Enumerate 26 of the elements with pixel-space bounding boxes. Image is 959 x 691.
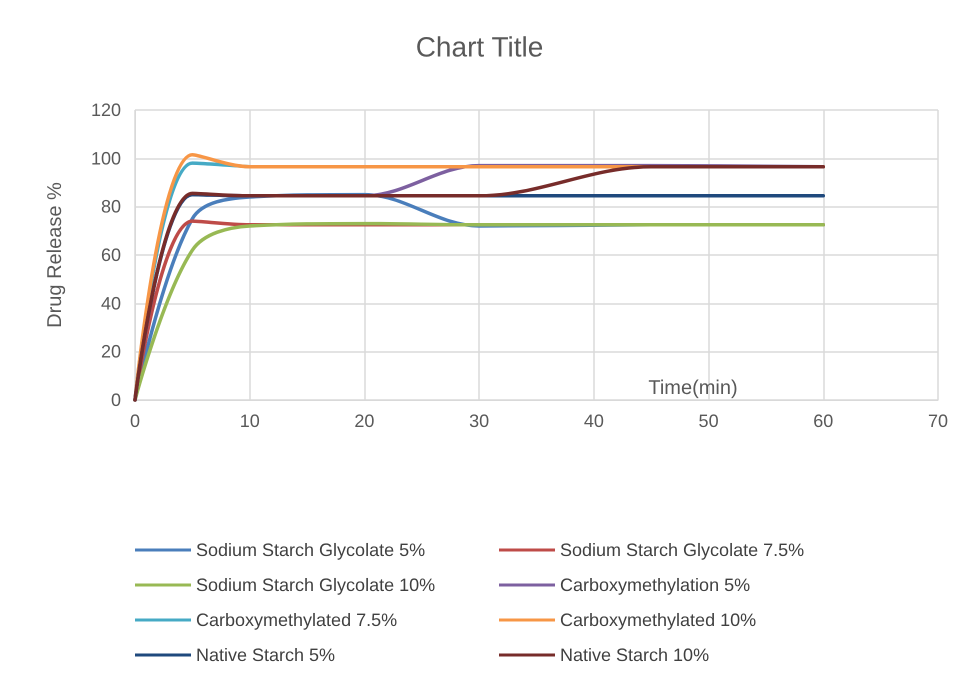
legend-label: Sodium Starch Glycolate 7.5% xyxy=(560,540,804,560)
y-tick-label: 120 xyxy=(90,100,121,120)
legend-label: Sodium Starch Glycolate 10% xyxy=(196,575,436,595)
x-tick-label: 0 xyxy=(130,411,140,431)
legend-label: Native Starch 10% xyxy=(560,645,710,665)
legend-label: Native Starch 5% xyxy=(196,645,336,665)
x-tick-label: 10 xyxy=(240,411,260,431)
y-tick-label: 60 xyxy=(100,245,121,265)
y-tick-label: 80 xyxy=(100,196,121,217)
x-tick-label: 20 xyxy=(354,411,374,431)
x-tick-label: 30 xyxy=(469,411,490,431)
x-tick-label: 50 xyxy=(698,411,719,431)
x-tick-label: 60 xyxy=(813,411,834,431)
legend-label: Carboxymethylated 7.5% xyxy=(196,610,398,630)
y-tick-label: 100 xyxy=(90,148,121,168)
y-tick-label: 40 xyxy=(100,293,121,314)
chart-title: Chart Title xyxy=(416,32,544,62)
x-tick-label: 70 xyxy=(928,411,948,431)
y-tick-label: 20 xyxy=(100,342,121,362)
y-axis-title: Drug Release % xyxy=(44,182,66,328)
legend-label: Carboxymethylation 5% xyxy=(560,575,750,595)
x-tick-label: 40 xyxy=(584,411,604,431)
x-axis-title: Time(min) xyxy=(648,377,738,399)
y-tick-label: 0 xyxy=(110,390,121,410)
legend-label: Carboxymethylated 10% xyxy=(560,610,756,630)
legend-label: Sodium Starch Glycolate 5% xyxy=(196,540,426,560)
